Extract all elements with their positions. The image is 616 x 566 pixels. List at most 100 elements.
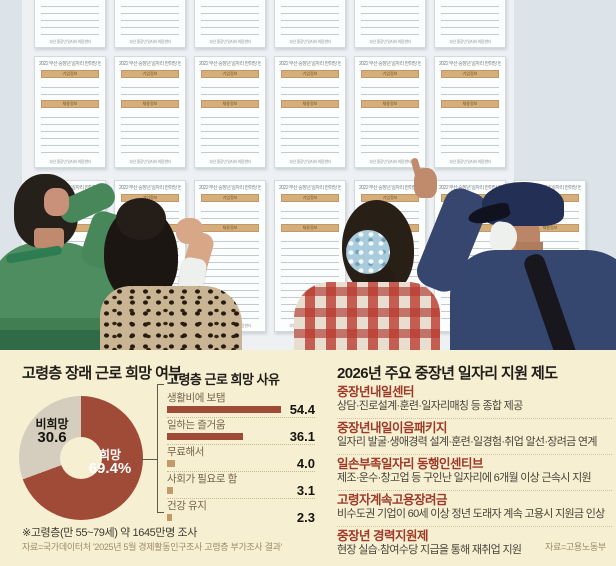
job-posting-sheet: 2022 부산 중장년 일자리 한마당 현장채용공고기업정보채용정보부산 중장년…	[34, 56, 106, 168]
donut-hope-label: 희망	[98, 448, 122, 462]
posting-table-lines	[441, 0, 499, 37]
support-program-item: 중장년내일이음패키지 일자리 발굴·생애경력 설계·훈련·일경험·취업 알선·장려…	[337, 419, 612, 455]
support-program-desc: 현장 실습·참여수당 지급을 통해 재취업 지원	[337, 544, 522, 556]
support-program-item: 중장년내일센터 상담·진로설계·훈련·일자리매칭 등 종합 제공	[337, 383, 612, 419]
posting-section-bar: 기업정보	[281, 194, 339, 202]
support-program-item: 일손부족일자리 동행인센티브 제조·운수·창고업 등 구인난 일자리에 6개월 이…	[337, 455, 612, 491]
bar	[167, 487, 174, 494]
connector-bracket	[157, 384, 158, 513]
posting-sheet-footer: 부산 중장년 일자리 희망센터	[209, 39, 251, 44]
posting-section-bar: 기업정보	[361, 70, 419, 78]
posting-sheet-footer: 부산 중장년 일자리 희망센터	[209, 159, 251, 164]
posting-section-bar: 기업정보	[361, 194, 419, 202]
posting-sheet-header: 2022 부산 중장년 일자리 한마당 현장채용공고	[199, 61, 261, 67]
support-program-item: 고령자계속고용장려금 비수도권 기업이 60세 이상 정년 도래자 계속 고용시 …	[337, 491, 612, 527]
job-posting-sheet: 2022 부산 중장년 일자리 한마당 현장채용공고기업정보채용정보부산 중장년…	[34, 0, 106, 48]
posting-sheet-header: 2022 부산 중장년 일자리 한마당 현장채용공고	[279, 61, 341, 67]
posting-table-lines	[361, 111, 419, 157]
posting-sheet-header: 2022 부산 중장년 일자리 한마당 현장채용공고	[199, 185, 261, 191]
support-program-name: 일손부족일자리 동행인센티브	[337, 457, 483, 471]
donut-label-no-hope: 비희망 30.6	[26, 418, 78, 446]
posting-section-bar: 기업정보	[121, 70, 179, 78]
posting-sheet-header: 2022 부산 중장년 일자리 한마당 현장채용공고	[39, 61, 101, 67]
bar	[167, 460, 176, 467]
posting-sheet-header: 2022 부산 중장년 일자리 한마당 현장채용공고	[279, 185, 341, 191]
posting-section-bar: 기업정보	[441, 70, 499, 78]
posting-sheet-footer: 부산 중장년 일자리 희망센터	[369, 39, 411, 44]
job-posting-sheet: 2022 부산 중장년 일자리 한마당 현장채용공고기업정보채용정보부산 중장년…	[194, 0, 266, 48]
support-program-name: 중장년 경력지원제	[337, 529, 428, 543]
bar	[167, 433, 243, 440]
posting-sheet-footer: 부산 중장년 일자리 희망센터	[129, 39, 171, 44]
posting-table-lines	[121, 0, 179, 37]
posting-section-bar: 채용정보	[201, 100, 259, 108]
bar-value: 4.0	[296, 456, 315, 471]
donut-label-hope: 희망 69.4%	[84, 448, 136, 477]
bar-chart-title: 고령층 근로 희망 사유	[167, 372, 280, 387]
support-program-desc: 일자리 발굴·생애경력 설계·훈련·일경험·취업 알선·장려금 연계	[337, 436, 597, 448]
infographic-panel: 고령층 장래 근로 희망 여부 비희망 30.6 희망 69.4% 고령층 근로…	[0, 350, 616, 566]
posting-table-lines	[41, 81, 99, 97]
posting-section-bar: 기업정보	[281, 70, 339, 78]
bar-value: 54.4	[289, 402, 315, 417]
job-posting-sheet: 2022 부산 중장년 일자리 한마당 현장채용공고기업정보채용정보부산 중장년…	[274, 0, 346, 48]
posting-table-lines	[281, 81, 339, 97]
posting-section-bar: 채용정보	[121, 100, 179, 108]
donut-no-hope-value: 30.6	[37, 429, 67, 446]
bar-category-label: 건강 유지	[167, 500, 207, 512]
job-posting-sheet: 2022 부산 중장년 일자리 한마당 현장채용공고기업정보채용정보부산 중장년…	[114, 56, 186, 168]
posting-sheet-footer: 부산 중장년 일자리 희망센터	[289, 159, 331, 164]
donut-chart	[19, 396, 143, 520]
job-posting-sheet: 2022 부산 중장년 일자리 한마당 현장채용공고기업정보채용정보부산 중장년…	[434, 56, 506, 168]
posting-section-bar: 기업정보	[201, 70, 259, 78]
bar-category-label: 사회가 필요로 함	[167, 473, 237, 485]
posting-sheet-footer: 부산 중장년 일자리 희망센터	[449, 159, 491, 164]
bar-chart-item: 생활비에 보탬 54.4	[167, 391, 315, 418]
connector-bracket-top-tick	[158, 384, 164, 385]
posting-sheet-header: 2022 부산 중장년 일자리 한마당 현장채용공고	[119, 185, 181, 191]
posting-section-bar: 채용정보	[41, 100, 99, 108]
person-leopard-hair-bun	[116, 198, 166, 240]
bar-category-label: 일하는 즐거움	[167, 419, 226, 431]
posting-sheet-footer: 부산 중장년 일자리 희망센터	[449, 39, 491, 44]
posting-table-lines	[361, 81, 419, 97]
bar-chart-item: 일하는 즐거움 36.1	[167, 418, 315, 445]
posting-table-lines	[121, 111, 179, 157]
posting-table-lines	[281, 0, 339, 37]
person-plaid-scrunchie	[346, 230, 390, 274]
posting-table-lines	[441, 81, 499, 97]
bar-value: 2.3	[296, 510, 315, 525]
support-program-list: 중장년내일센터 상담·진로설계·훈련·일자리매칭 등 종합 제공 중장년내일이음패키…	[337, 383, 612, 562]
posting-sheet-header: 2022 부산 중장년 일자리 한마당 현장채용공고	[359, 61, 421, 67]
posting-section-bar: 채용정보	[441, 100, 499, 108]
posting-table-lines	[41, 111, 99, 157]
job-posting-sheet: 2022 부산 중장년 일자리 한마당 현장채용공고기업정보채용정보부산 중장년…	[434, 0, 506, 48]
posting-section-bar: 기업정보	[41, 70, 99, 78]
bar	[167, 514, 172, 521]
person-plaid-torso	[294, 282, 440, 350]
posting-table-lines	[201, 0, 259, 37]
posting-section-bar: 채용정보	[201, 224, 259, 232]
posting-table-lines	[201, 205, 259, 221]
survey-note: ※고령층(만 55~79세) 약 1645만명 조사	[22, 527, 197, 539]
posting-table-lines	[281, 205, 339, 221]
connector-line	[141, 459, 157, 460]
posting-table-lines	[281, 111, 339, 157]
posting-section-bar: 채용정보	[281, 100, 339, 108]
support-program-name: 중장년내일이음패키지	[337, 421, 448, 435]
posting-table-lines	[201, 81, 259, 97]
job-fair-photo: 2022 부산 중장년 일자리 한마당 현장채용공고기업정보채용정보부산 중장년…	[0, 0, 616, 350]
bar-value: 36.1	[289, 429, 315, 444]
support-program-item: 중장년 경력지원제 현장 실습·참여수당 지급을 통해 재취업 지원	[337, 527, 612, 562]
bar-chart-item: 건강 유지 2.3	[167, 499, 315, 525]
posting-sheet-footer: 부산 중장년 일자리 희망센터	[129, 159, 171, 164]
posting-table-lines	[361, 0, 419, 37]
posting-sheet-header: 2022 부산 중장년 일자리 한마당 현장채용공고	[119, 61, 181, 67]
left-source: 자료=국가데이터처 '2025년 5월 경제활동인구조사 고령층 부가조사 결과…	[22, 542, 282, 552]
bar-chart: 생활비에 보탬 54.4 일하는 즐거움 36.1 무료해서 4.0 사회가 필요로 함 3.…	[167, 391, 315, 525]
bar	[167, 406, 281, 413]
support-program-desc: 제조·운수·창고업 등 구인난 일자리에 6개월 이상 근속시 지원	[337, 472, 592, 484]
posting-sheet-header: 2022 부산 중장년 일자리 한마당 현장채용공고	[439, 185, 501, 191]
posting-sheet-footer: 부산 중장년 일자리 희망센터	[369, 159, 411, 164]
